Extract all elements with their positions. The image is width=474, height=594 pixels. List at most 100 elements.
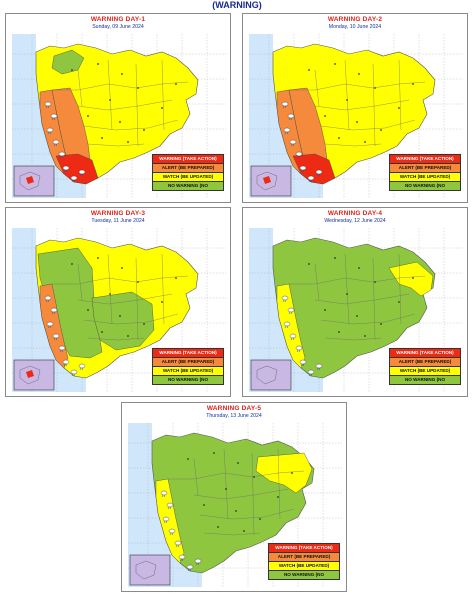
district-marker <box>253 476 255 478</box>
rain-cloud-icon <box>281 101 289 109</box>
rain-cloud-icon <box>50 113 58 121</box>
district-marker <box>121 267 123 269</box>
panel-title: WARNING DAY-1 <box>90 16 146 23</box>
rain-cloud-icon <box>287 307 295 315</box>
legend-be-prepared: ALERT (BE PREPARED) <box>390 164 460 173</box>
district-marker <box>143 323 145 325</box>
rain-cloud-icon <box>78 363 86 371</box>
district-marker <box>412 83 414 85</box>
district-marker <box>364 335 366 337</box>
district-marker <box>358 73 360 75</box>
district-marker <box>97 63 99 65</box>
district-marker <box>97 257 99 259</box>
panel-date: Tuesday, 11 June 2024 <box>91 218 145 224</box>
panel-title: WARNING DAY-3 <box>90 210 146 217</box>
arabian-sea <box>128 423 202 587</box>
rain-cloud-icon <box>178 554 186 562</box>
inset-box <box>129 554 171 586</box>
panel-date: Wednesday, 12 June 2024 <box>324 218 386 224</box>
arabian-sea <box>12 228 86 392</box>
legend-be-updated: WATCH (BE UPDATED) <box>153 367 223 376</box>
district-marker <box>121 73 123 75</box>
inset-box <box>250 165 292 197</box>
rain-cloud-icon <box>58 345 66 353</box>
legend: WARNING (TAKE ACTION) ALERT (BE PREPARED… <box>152 348 224 385</box>
rain-cloud-icon <box>166 502 174 510</box>
arabian-sea <box>249 34 323 198</box>
legend: WARNING (TAKE ACTION) ALERT (BE PREPARED… <box>268 543 340 580</box>
district-boundary <box>320 313 416 325</box>
inset-warning-zone <box>26 370 34 378</box>
arabian-sea <box>12 34 86 198</box>
rain-cloud-icon <box>162 516 170 524</box>
district-marker <box>235 510 237 512</box>
rain-cloud-icon <box>70 175 78 183</box>
district-marker <box>175 83 177 85</box>
district-marker <box>119 121 121 123</box>
legend-be-prepared: ALERT (BE PREPARED) <box>390 358 460 367</box>
district-boundary <box>77 293 173 305</box>
district-marker <box>109 99 111 101</box>
inset-outline <box>19 171 41 191</box>
rain-cloud-icon <box>62 165 70 173</box>
maharashtra-warning-map <box>249 228 463 392</box>
district-boundary <box>324 143 382 147</box>
rain-cloud-icon <box>70 369 78 377</box>
rain-cloud-icon <box>287 113 295 121</box>
district-boundary <box>289 275 426 285</box>
panel-date: Monday, 10 June 2024 <box>328 24 382 30</box>
legend-take-action: WARNING (TAKE ACTION) <box>153 349 223 358</box>
district-marker <box>127 335 129 337</box>
panel-title: WARNING DAY-4 <box>327 210 383 217</box>
panel-title: WARNING DAY-5 <box>206 405 262 412</box>
district-boundary <box>324 337 382 341</box>
district-marker <box>356 121 358 123</box>
rain-cloud-icon <box>307 175 315 183</box>
warning-zone-east <box>388 261 434 297</box>
inset-box <box>250 359 292 391</box>
district-marker <box>334 257 336 259</box>
district-marker <box>308 263 310 265</box>
district-marker <box>71 263 73 265</box>
district-boundary <box>314 293 410 305</box>
rain-cloud-icon <box>283 321 291 329</box>
district-marker <box>109 293 111 295</box>
legend-be-updated: WATCH (BE UPDATED) <box>269 562 339 571</box>
inset-warning-zone <box>263 176 271 184</box>
rain-cloud-icon <box>315 169 323 177</box>
warning-panel-day-1: WARNING DAY-1 Sunday, 09 June 2024 WARNI… <box>5 13 231 203</box>
legend-no-warning: NO WARNING (NO <box>390 376 460 384</box>
district-marker <box>324 309 326 311</box>
district-marker <box>398 107 400 109</box>
inset-warning-zone <box>26 176 34 184</box>
district-boundary <box>77 59 165 147</box>
rain-cloud-icon <box>289 333 297 341</box>
district-marker <box>137 87 139 89</box>
inset-outline <box>256 365 278 385</box>
rain-cloud-icon <box>52 139 60 147</box>
district-marker <box>398 301 400 303</box>
rain-cloud-icon <box>307 369 315 377</box>
district-marker <box>338 331 340 333</box>
legend-no-warning: NO WARNING (NO <box>153 182 223 190</box>
district-boundary <box>320 119 416 131</box>
maharashtra-warning-map <box>128 423 342 587</box>
district-marker <box>225 488 227 490</box>
district-marker <box>187 458 189 460</box>
rain-cloud-icon <box>58 151 66 159</box>
legend-take-action: WARNING (TAKE ACTION) <box>269 544 339 553</box>
district-marker <box>127 141 129 143</box>
district-marker <box>380 129 382 131</box>
district-marker <box>87 309 89 311</box>
district-marker <box>374 87 376 89</box>
panel-title: WARNING DAY-2 <box>327 16 383 23</box>
maharashtra-warning-map <box>12 34 226 198</box>
legend: WARNING (TAKE ACTION) ALERT (BE PREPARED… <box>389 154 461 191</box>
rain-cloud-icon <box>289 139 297 147</box>
district-marker <box>203 504 205 506</box>
district-boundary <box>87 143 145 147</box>
rain-cloud-icon <box>78 169 86 177</box>
district-marker <box>346 99 348 101</box>
legend-no-warning: NO WARNING (NO <box>390 182 460 190</box>
rain-cloud-icon <box>283 127 291 135</box>
